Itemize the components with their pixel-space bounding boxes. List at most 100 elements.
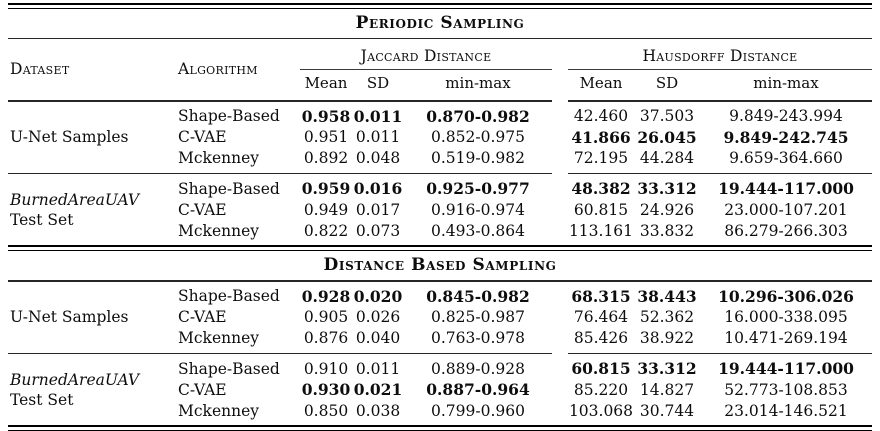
jaccard-minmax-header: min-max bbox=[445, 74, 511, 93]
value-cell: 0.852-0.975 bbox=[431, 128, 525, 147]
group-rows: Shape-Based 0.958 0.011 0.870-0.982 42.460 37… bbox=[178, 106, 872, 169]
value-cell: 9.849-242.745 bbox=[723, 127, 849, 147]
value-cell: 9.849-243.994 bbox=[729, 107, 843, 126]
section-divider-rule bbox=[8, 245, 872, 252]
value-cell: 0.930 bbox=[301, 380, 351, 400]
value-cell: 60.815 bbox=[571, 359, 631, 379]
table-row: Mckenney 0.850 0.038 0.799-0.960 103.068 30.7… bbox=[178, 400, 872, 421]
jaccard-sd-header: SD bbox=[366, 74, 390, 93]
algorithm-cell: C-VAE bbox=[178, 200, 227, 219]
value-cell: 0.959 bbox=[301, 179, 351, 199]
value-cell: 0.073 bbox=[355, 221, 401, 240]
jaccard-distance-group-header: Jaccard Distance bbox=[360, 47, 492, 66]
group-distance-unet: U-Net Samples Shape-Based 0.928 0.020 0.845… bbox=[8, 282, 872, 353]
value-cell: 0.763-0.978 bbox=[431, 329, 525, 348]
value-cell: 85.426 bbox=[573, 329, 629, 348]
jaccard-cmidrule bbox=[300, 69, 552, 71]
group-rows: Shape-Based 0.928 0.020 0.845-0.982 68.315 38… bbox=[178, 286, 872, 349]
value-cell: 33.832 bbox=[639, 221, 695, 240]
value-cell: 0.021 bbox=[353, 380, 403, 400]
algorithm-cell: Shape-Based bbox=[178, 179, 280, 198]
value-cell: 0.011 bbox=[353, 106, 403, 126]
value-cell: 41.866 bbox=[571, 127, 631, 147]
value-cell: 0.038 bbox=[355, 401, 401, 420]
algorithm-cell: Mckenney bbox=[178, 401, 260, 420]
value-cell: 72.195 bbox=[573, 149, 629, 168]
algorithm-cell: Shape-Based bbox=[178, 359, 280, 378]
algorithm-cell: Mckenney bbox=[178, 149, 260, 168]
value-cell: 76.464 bbox=[573, 308, 629, 327]
algorithm-cell: C-VAE bbox=[178, 380, 227, 399]
value-cell: 33.312 bbox=[637, 179, 697, 199]
value-cell: 0.850 bbox=[303, 401, 349, 420]
value-cell: 0.020 bbox=[353, 286, 403, 306]
value-cell: 42.460 bbox=[573, 107, 629, 126]
table-row: Shape-Based 0.928 0.020 0.845-0.982 68.315 38… bbox=[178, 286, 872, 307]
hausdorff-minmax-header: min-max bbox=[753, 74, 819, 93]
value-cell: 68.315 bbox=[571, 286, 631, 306]
hausdorff-distance-group-header: Hausdorff Distance bbox=[642, 47, 798, 66]
value-cell: 85.220 bbox=[573, 380, 629, 399]
value-cell: 60.815 bbox=[573, 200, 629, 219]
value-cell: 24.926 bbox=[639, 200, 695, 219]
algorithm-cell: C-VAE bbox=[178, 128, 227, 147]
table-row: Mckenney 0.892 0.048 0.519-0.982 72.195 44.28… bbox=[178, 148, 872, 169]
value-cell: 0.799-0.960 bbox=[431, 401, 525, 420]
dataset-label-line: U-Net Samples bbox=[10, 128, 129, 147]
value-cell: 0.910 bbox=[303, 359, 349, 378]
table-row: Mckenney 0.822 0.073 0.493-0.864 113.161 33.8… bbox=[178, 220, 872, 241]
dataset-column-header: Dataset bbox=[10, 60, 70, 79]
title-rule bbox=[8, 37, 872, 40]
value-cell: 0.011 bbox=[355, 359, 401, 378]
algorithm-cell: Mckenney bbox=[178, 329, 260, 348]
value-cell: 0.016 bbox=[353, 179, 403, 199]
group-divider-rule bbox=[8, 172, 872, 175]
section-title-periodic: Periodic Sampling bbox=[355, 12, 525, 33]
value-cell: 0.876 bbox=[303, 329, 349, 348]
value-cell: 0.916-0.974 bbox=[431, 200, 525, 219]
value-cell: 30.744 bbox=[639, 401, 695, 420]
title-rule bbox=[8, 280, 872, 282]
value-cell: 19.444-117.000 bbox=[718, 179, 854, 199]
value-cell: 0.017 bbox=[355, 200, 401, 219]
value-cell: 0.493-0.864 bbox=[431, 221, 525, 240]
table-top-rule bbox=[8, 3, 872, 9]
value-cell: 0.040 bbox=[355, 329, 401, 348]
value-cell: 113.161 bbox=[568, 221, 634, 240]
value-cell: 0.949 bbox=[303, 200, 349, 219]
value-cell: 0.011 bbox=[355, 128, 401, 147]
value-cell: 38.922 bbox=[639, 329, 695, 348]
table-row: C-VAE 0.905 0.026 0.825-0.987 76.464 52.362 16… bbox=[178, 307, 872, 328]
value-cell: 44.284 bbox=[639, 149, 695, 168]
value-cell: 86.279-266.303 bbox=[724, 221, 848, 240]
value-cell: 0.892 bbox=[303, 149, 349, 168]
table-row: Shape-Based 0.959 0.016 0.925-0.977 48.382 33… bbox=[178, 178, 872, 199]
dataset-label: U-Net Samples bbox=[8, 106, 178, 169]
value-cell: 38.443 bbox=[637, 286, 697, 306]
group-distance-burnedareauav: BurnedAreaUAV Test Set Shape-Based 0.910 0.… bbox=[8, 354, 872, 425]
dataset-label: U-Net Samples bbox=[8, 286, 178, 349]
group-periodic-unet: U-Net Samples Shape-Based 0.958 0.011 0.870… bbox=[8, 102, 872, 173]
value-cell: 0.925-0.977 bbox=[426, 179, 530, 199]
hausdorff-sd-header: SD bbox=[655, 74, 679, 93]
group-rows: Shape-Based 0.959 0.016 0.925-0.977 48.382 33… bbox=[178, 178, 872, 241]
value-cell: 52.773-108.853 bbox=[724, 380, 848, 399]
value-cell: 0.951 bbox=[303, 128, 349, 147]
column-header-block: Dataset Algorithm Jaccard Distance Hausd… bbox=[8, 39, 872, 100]
value-cell: 10.471-269.194 bbox=[724, 329, 848, 348]
algorithm-cell: Shape-Based bbox=[178, 107, 280, 126]
value-cell: 0.048 bbox=[355, 149, 401, 168]
value-cell: 16.000-338.095 bbox=[724, 308, 848, 327]
table-row: Shape-Based 0.958 0.011 0.870-0.982 42.460 37… bbox=[178, 106, 872, 127]
value-cell: 0.822 bbox=[303, 221, 349, 240]
hausdorff-cmidrule bbox=[568, 69, 872, 71]
algorithm-cell: C-VAE bbox=[178, 308, 227, 327]
value-cell: 0.519-0.982 bbox=[431, 149, 525, 168]
dataset-label-line: Test Set bbox=[10, 210, 74, 229]
value-cell: 33.312 bbox=[637, 359, 697, 379]
value-cell: 0.026 bbox=[355, 308, 401, 327]
value-cell: 0.905 bbox=[303, 308, 349, 327]
value-cell: 23.014-146.521 bbox=[724, 401, 848, 420]
value-cell: 26.045 bbox=[637, 127, 697, 147]
table-row: C-VAE 0.949 0.017 0.916-0.974 60.815 24.926 23… bbox=[178, 199, 872, 220]
